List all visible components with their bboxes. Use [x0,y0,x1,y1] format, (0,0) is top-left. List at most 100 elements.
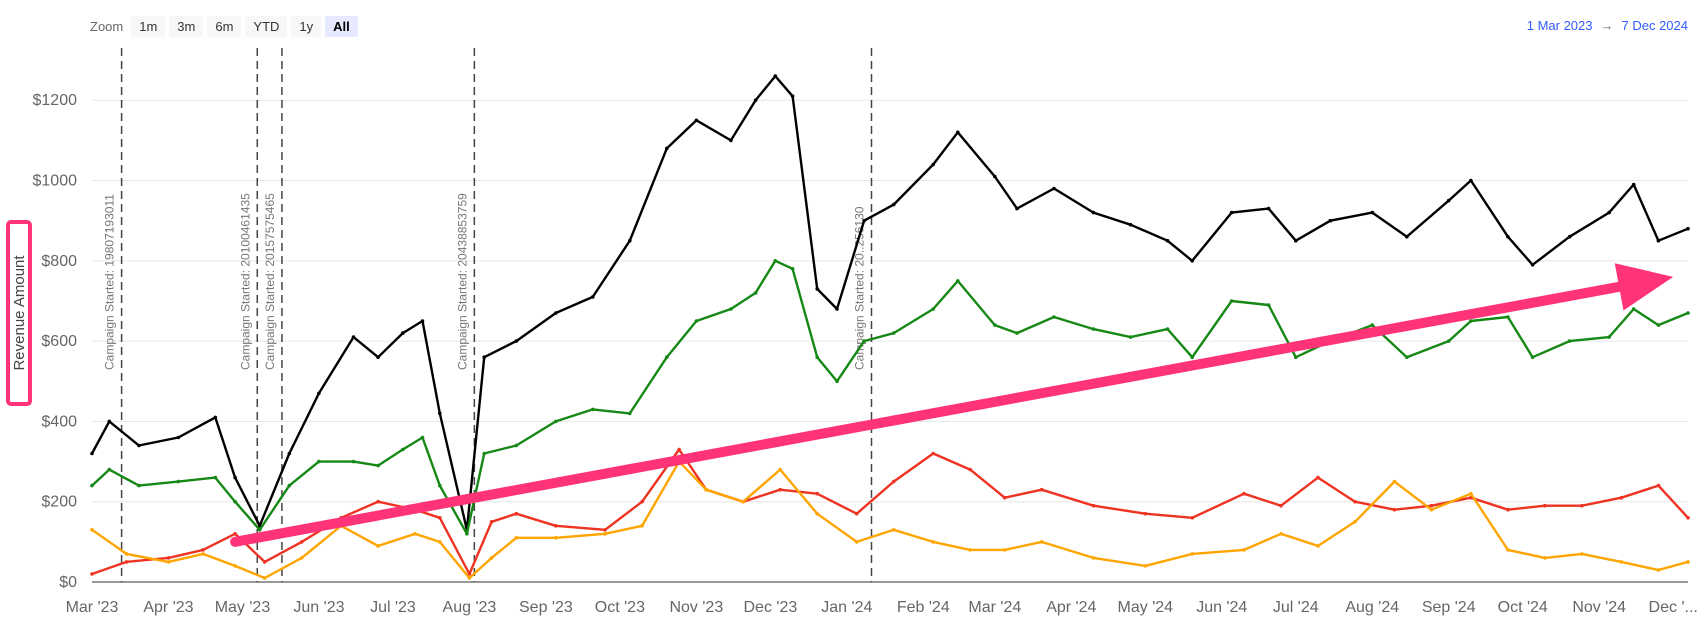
series-point [1656,483,1661,488]
x-tick-label: Jun '24 [1196,599,1247,616]
series-point [1686,560,1690,564]
series-point [299,540,304,544]
series-point [1530,355,1535,360]
x-tick-label: May '23 [215,599,271,616]
series-point [1607,210,1611,215]
series-point [931,451,935,456]
series-point [835,307,839,311]
x-tick-label: Oct '24 [1498,599,1548,616]
range-display: 1 Mar 2023 → 7 Dec 2024 [1527,18,1688,33]
series-point [90,451,94,456]
zoom-6m-button[interactable]: 6m [207,15,242,37]
series-point [1039,540,1044,544]
series-point [107,467,112,472]
series-point [891,331,896,335]
series-point [1619,495,1624,500]
series-point [401,447,405,452]
series-point [677,447,681,452]
series-point [628,411,632,416]
series-point [166,560,171,564]
series-point [1165,238,1170,243]
series-point [482,355,487,360]
series-point [376,544,380,548]
series-point [1656,238,1661,243]
series-point [1506,234,1510,239]
series-point [1279,532,1283,536]
series-point [1506,507,1510,512]
y-tick-label: $0 [59,574,77,591]
series-point [1128,222,1133,227]
series-point [317,459,321,464]
series-point [1429,507,1434,512]
series-point [213,415,218,420]
y-tick-label: $800 [41,253,77,270]
series-point [1091,503,1096,508]
series-point [1469,319,1473,323]
series-point [376,463,380,468]
series-point [1506,548,1510,552]
series-point [815,491,819,496]
x-tick-label: Jan '24 [821,599,872,616]
series-point [1429,503,1434,508]
series-point [124,560,129,564]
series-point [233,499,237,504]
series-point [1316,475,1320,480]
series-point [591,295,595,299]
series-point [554,419,558,424]
series-point [1392,479,1397,484]
range-to[interactable]: 7 Dec 2024 [1621,18,1689,33]
series-point [233,532,237,536]
series-point [1619,560,1624,564]
series-line [91,448,1689,576]
zoom-bar: Zoom 1m 3m 6m YTD 1y All [90,15,358,37]
series-point [1190,552,1194,556]
series-point [1294,355,1298,360]
x-tick-label: Apr '24 [1046,599,1096,616]
series-point [862,339,866,343]
x-tick-label: Aug '24 [1345,599,1399,616]
series-point [968,548,972,552]
zoom-1y-button[interactable]: 1y [291,15,322,37]
series-point [773,74,778,78]
range-arrow: → [1600,18,1614,33]
series-point [514,339,519,343]
zoom-ytd-button[interactable]: YTD [245,15,288,37]
series-point [790,94,795,98]
series-point [438,540,442,544]
series-point [107,419,112,424]
x-tick-label: Nov '24 [1572,599,1626,616]
series-point [257,528,262,532]
series-point [1656,568,1661,572]
series-point [1328,218,1333,223]
series-point [1002,548,1007,552]
series-point [815,511,819,516]
zoom-3m-button[interactable]: 3m [169,15,204,37]
zoom-1m-button[interactable]: 1m [131,15,166,37]
campaign-plotline-label: Campaign Started: 20..256130 [852,206,866,370]
series-point [1405,355,1409,360]
series-point [1190,516,1194,520]
series-point [1002,495,1007,500]
series-point [815,355,819,360]
series-point [1091,210,1096,215]
series-line [91,259,1689,535]
series-point [401,331,405,335]
campaign-plotline-label: Campaign Started: 20438853759 [455,193,469,370]
zoom-all-button[interactable]: All [325,15,358,37]
series-point [514,443,519,448]
y-tick-label: $1200 [33,92,78,109]
series-point [891,202,896,207]
series-point [1567,339,1572,343]
series-point [376,355,380,360]
x-tick-label: Dec '... [1649,599,1698,616]
series-point [956,130,960,135]
range-from[interactable]: 1 Mar 2023 [1526,18,1593,33]
x-tick-label: Mar '23 [66,599,119,616]
series-point [467,572,472,576]
series-point [489,520,494,524]
series-point [665,355,669,360]
series-point [729,307,733,311]
series-point [1469,178,1473,183]
series-point [233,475,237,480]
